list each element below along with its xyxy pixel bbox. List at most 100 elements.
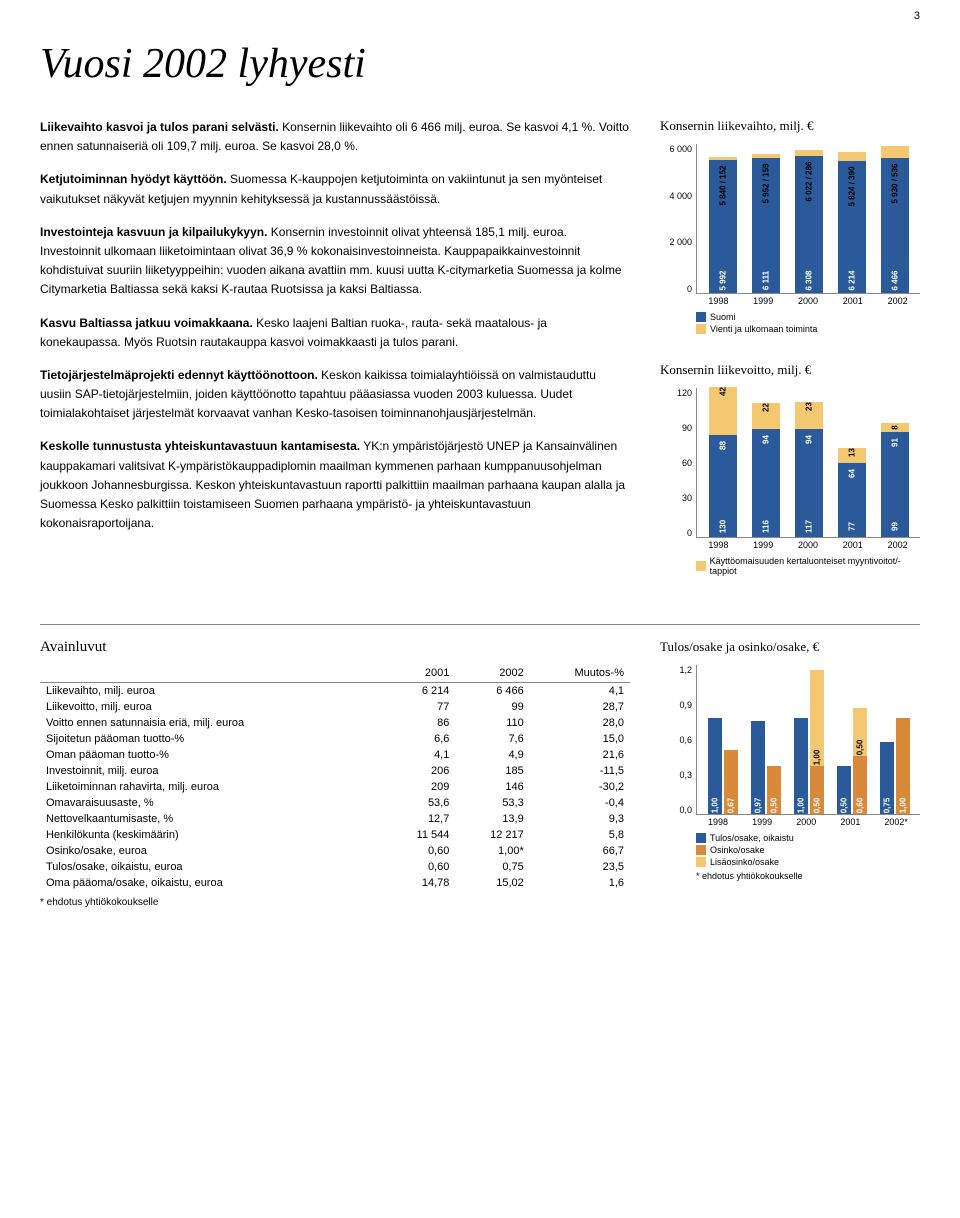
- kpi-title: Avainluvut: [40, 639, 630, 656]
- table-cell: 77: [382, 699, 455, 715]
- table-cell: 15,02: [455, 875, 529, 891]
- chart-revenue: Konsernin liikevaihto, milj. € 6 0004 00…: [660, 118, 920, 334]
- bar-group: 776413: [838, 448, 866, 537]
- y-axis: 6 0004 0002 0000: [660, 144, 696, 294]
- x-tick: 1998: [708, 296, 728, 306]
- table-cell: 4,9: [455, 747, 529, 763]
- y-tick: 30: [660, 493, 692, 503]
- bar-segment-oper: 11794: [795, 429, 823, 537]
- table-cell: 1,6: [530, 875, 630, 891]
- bar-value: 64: [847, 469, 856, 478]
- table-cell: 6 214: [382, 683, 455, 700]
- table-row: Nettovelkaantumisaste, %12,713,99,3: [40, 811, 630, 827]
- table-cell: Nettovelkaantumisaste, %: [40, 811, 382, 827]
- body-text: Liikevaihto kasvoi ja tulos parani selvä…: [40, 118, 630, 604]
- legend-swatch: [696, 324, 706, 334]
- paragraph-lead: Liikevaihto kasvoi ja tulos parani selvä…: [40, 120, 279, 134]
- bar-eps: 0,75: [880, 742, 894, 814]
- bars-region: 1,000,670,970,501,000,501,000,500,600,50…: [696, 665, 920, 815]
- bar-group: 6 214 5 824 / 390: [838, 152, 866, 293]
- bar-group: 6 1115 952 / 159: [752, 154, 780, 293]
- table-cell: 6,6: [382, 731, 455, 747]
- legend-swatch: [696, 845, 706, 855]
- bar-value: 0,60: [855, 798, 864, 814]
- table-cell: -0,4: [530, 795, 630, 811]
- bar-value: 6 214: [847, 270, 856, 290]
- table-cell: 0,75: [455, 859, 529, 875]
- bar-value: 5 840 / 152: [718, 166, 727, 206]
- bar-group: 99918: [881, 423, 909, 537]
- bar-segment-export: [709, 157, 737, 160]
- legend: Suomi Vienti ja ulkomaan toiminta: [696, 312, 920, 334]
- legend-item: Käyttöomaisuuden kertaluonteiset myyntiv…: [696, 556, 920, 576]
- x-tick: 1999: [753, 296, 773, 306]
- legend-swatch: [696, 561, 706, 571]
- legend-label: Vienti ja ulkomaan toiminta: [710, 324, 817, 334]
- x-tick: 2001: [840, 817, 860, 827]
- legend: Käyttöomaisuuden kertaluonteiset myyntiv…: [696, 556, 920, 576]
- x-tick: 1998: [708, 540, 728, 550]
- table-row: Voitto ennen satunnaisia eriä, milj. eur…: [40, 715, 630, 731]
- table-cell: 0,60: [382, 843, 455, 859]
- bar-value: 5 992: [718, 270, 727, 290]
- table-cell: 66,7: [530, 843, 630, 859]
- y-tick: 60: [660, 458, 692, 468]
- table-row: Oma pääoma/osake, oikaistu, euroa14,7815…: [40, 875, 630, 891]
- table-cell: 21,6: [530, 747, 630, 763]
- table-header: 2001: [382, 664, 455, 683]
- bar-segment-gains: 22: [752, 403, 780, 428]
- legend-label: Suomi: [710, 312, 736, 322]
- bar-extra: 0,50: [853, 708, 867, 756]
- legend-label: Käyttöomaisuuden kertaluonteiset myyntiv…: [710, 556, 920, 576]
- table-footnote: * ehdotus yhtiökokoukselle: [40, 897, 630, 908]
- x-axis: 19981999200020012002: [696, 296, 920, 306]
- paragraph-lead: Kasvu Baltiassa jatkuu voimakkaana.: [40, 316, 253, 330]
- bar-value: 1,00: [812, 750, 821, 766]
- table-header: 2002: [455, 664, 529, 683]
- bar-value: 23: [804, 402, 813, 411]
- x-tick: 2000: [796, 817, 816, 827]
- table-row: Oman pääoman tuotto-%4,14,921,6: [40, 747, 630, 763]
- chart-profit: Konsernin liikevoitto, milj. € 120906030…: [660, 362, 920, 576]
- table-cell: 53,6: [382, 795, 455, 811]
- table-cell: Henkilökunta (keskimäärin): [40, 827, 382, 843]
- table-cell: -11,5: [530, 763, 630, 779]
- bar-value: 117: [804, 520, 813, 533]
- chart-title: Konsernin liikevoitto, milj. €: [660, 362, 920, 378]
- table-cell: 15,0: [530, 731, 630, 747]
- bar-eps: 1,00: [794, 718, 808, 814]
- page-number: 3: [914, 10, 920, 22]
- legend-item: Vienti ja ulkomaan toiminta: [696, 324, 920, 334]
- bar-value: 99: [890, 522, 899, 531]
- bar-group: 6 3086 022 / 286: [795, 150, 823, 293]
- y-tick: 0,3: [660, 770, 692, 780]
- table-row: Tulos/osake, oikaistu, euroa0,600,7523,5: [40, 859, 630, 875]
- legend-label: Lisäosinko/osake: [710, 857, 779, 867]
- chart-footnote: * ehdotus yhtiökokoukselle: [696, 871, 920, 881]
- table-cell: Voitto ennen satunnaisia eriä, milj. eur…: [40, 715, 382, 731]
- bar-value: 88: [718, 442, 727, 451]
- table-cell: 12,7: [382, 811, 455, 827]
- legend-label: Tulos/osake, oikaistu: [710, 833, 794, 843]
- table-row: Investoinnit, milj. euroa206185-11,5: [40, 763, 630, 779]
- bar-value: 77: [847, 522, 856, 531]
- table-cell: Investoinnit, milj. euroa: [40, 763, 382, 779]
- bar-div: 0,50: [810, 766, 824, 814]
- bar-segment-export: [795, 150, 823, 157]
- bar-value: 0,50: [855, 740, 864, 756]
- legend-item: Osinko/osake: [696, 845, 920, 855]
- table-cell: 110: [455, 715, 529, 731]
- bar-group: 1308842: [709, 387, 737, 537]
- x-tick: 1999: [752, 817, 772, 827]
- y-axis: 1209060300: [660, 388, 696, 538]
- table-row: Liiketoiminnan rahavirta, milj. euroa209…: [40, 779, 630, 795]
- y-tick: 0: [660, 284, 692, 294]
- bar-value: 94: [761, 435, 770, 444]
- bar-div: 0,67: [724, 750, 738, 814]
- legend-swatch: [696, 312, 706, 322]
- table-cell: Oman pääoman tuotto-%: [40, 747, 382, 763]
- x-axis: 19981999200020012002*: [696, 817, 920, 827]
- bar-value: 5 824 / 390: [847, 166, 856, 206]
- bar-value: 6 308: [804, 270, 813, 290]
- y-tick: 0,0: [660, 805, 692, 815]
